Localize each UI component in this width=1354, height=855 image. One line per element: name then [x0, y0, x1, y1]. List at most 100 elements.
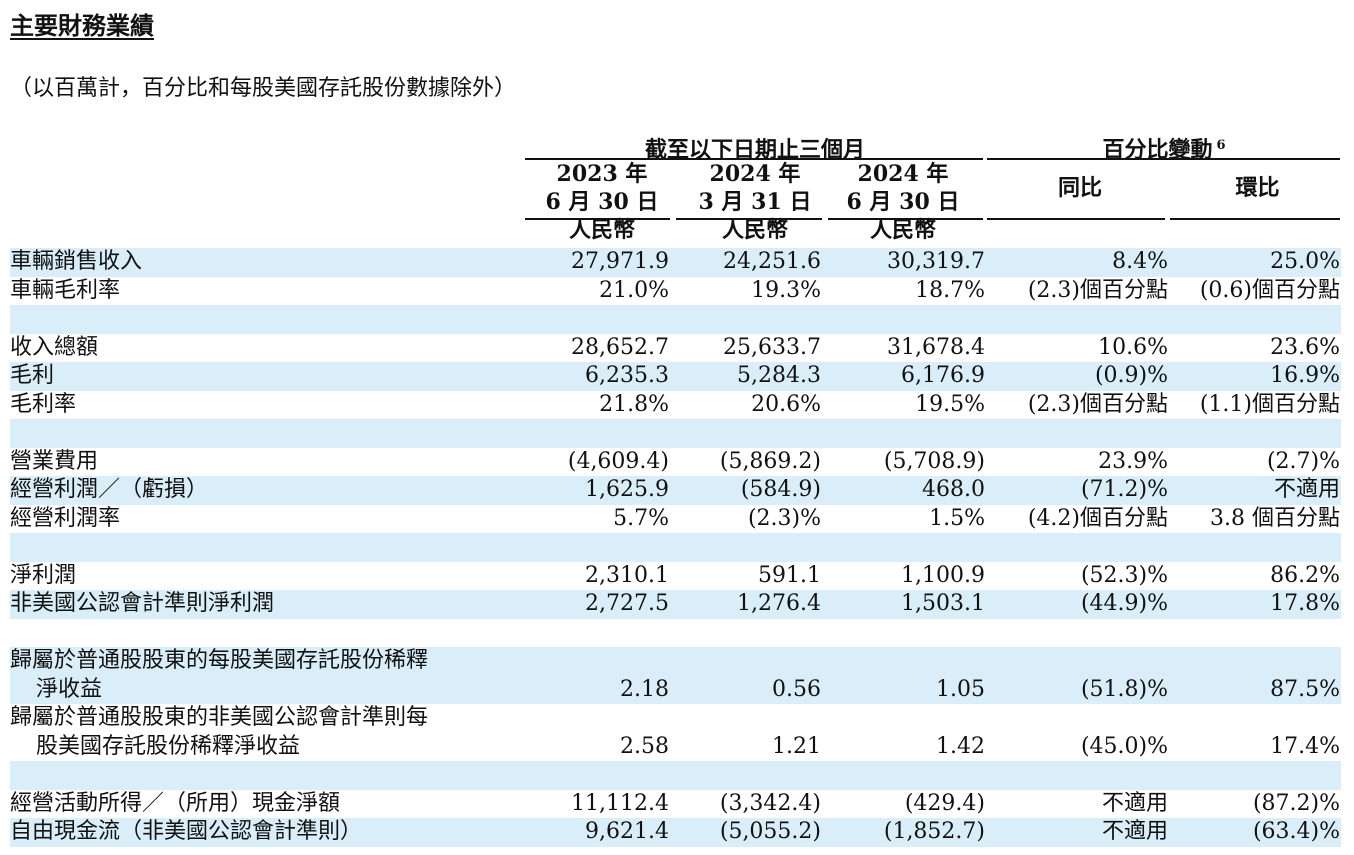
column-header-year: 2023 年 — [556, 161, 648, 187]
cell-value: (5,055.2) — [719, 819, 821, 844]
cell-value: (44.9)% — [1080, 591, 1168, 616]
cell-value: 31,678.4 — [887, 334, 985, 360]
cell-value: 17.8% — [1270, 591, 1340, 616]
cell-value: 8.4% — [1112, 249, 1168, 274]
cell-value: 18.7% — [915, 277, 985, 303]
cell-value: (87.2)% — [1252, 790, 1340, 816]
table-row: 經營利潤／（虧損） 1,625.9 (584.9) 468.0 (71.2)% … — [10, 476, 1341, 505]
cell-value: (63.4)% — [1252, 819, 1340, 844]
table-row: 自由現金流（非美國公認會計準則） 9,621.4 (5,055.2) (1,85… — [10, 818, 1341, 847]
column-rule — [525, 218, 670, 220]
column-header-2024-q2: 2024 年 6 月 30 日 人民幣 — [828, 160, 978, 244]
table-row: 淨利潤 2,310.1 591.1 1,100.9 (52.3)% 86.2% — [10, 562, 1341, 591]
row-label: 歸屬於普通股股東的每股美國存託股份稀釋 淨收益 — [10, 647, 428, 704]
cell-value: (2.3)個百分點 — [1027, 277, 1168, 303]
cell-value: (71.2)% — [1080, 477, 1168, 502]
cell-value: 28,652.7 — [571, 334, 669, 360]
cell-value: 20.6% — [751, 391, 821, 417]
row-label: 自由現金流（非美國公認會計準則） — [10, 819, 363, 844]
column-header-2024-q1: 2024 年 3 月 31 日 人民幣 — [680, 160, 830, 244]
row-label: 經營活動所得／（所用）現金淨額 — [10, 790, 341, 816]
cell-value: 1.05 — [936, 676, 985, 702]
cell-value: 1,503.1 — [901, 591, 985, 616]
column-rule — [676, 218, 822, 220]
table-row: 收入總額 28,652.7 25,633.7 31,678.4 10.6% 23… — [10, 334, 1341, 363]
cell-value: 5.7% — [613, 505, 669, 531]
column-rule — [828, 218, 983, 220]
cell-value: (51.8)% — [1080, 676, 1168, 702]
cell-value: (52.3)% — [1080, 562, 1168, 588]
cell-value: 1.42 — [936, 733, 985, 759]
cell-value: 1,625.9 — [585, 477, 669, 502]
cell-value: 不適用 — [1273, 477, 1340, 502]
column-rule — [1170, 218, 1340, 220]
cell-value: (1,852.7) — [883, 819, 985, 844]
table-row: 非美國公認會計準則淨利潤 2,727.5 1,276.4 1,503.1 (44… — [10, 590, 1341, 619]
table-row: 車輛毛利率 21.0% 19.3% 18.7% (2.3)個百分點 (0.6)個… — [10, 277, 1341, 306]
cell-value: (3,342.4) — [719, 790, 821, 816]
table-row-spacer — [10, 619, 1341, 648]
cell-value: (2.3)% — [747, 505, 821, 531]
group-header-period-rule — [525, 158, 983, 160]
column-header-date: 3 月 31 日 — [698, 189, 812, 215]
cell-value: 87.5% — [1270, 676, 1340, 702]
cell-value: 30,319.7 — [887, 249, 985, 274]
cell-value: 25.0% — [1270, 249, 1340, 274]
cell-value: 24,251.6 — [723, 249, 821, 274]
cell-value: 1,100.9 — [901, 562, 985, 588]
row-label: 非美國公認會計準則淨利潤 — [10, 591, 275, 616]
table-row-spacer — [10, 305, 1341, 334]
column-header-date: 6 月 30 日 — [545, 189, 659, 215]
cell-value: (584.9) — [740, 477, 821, 502]
table-row: 歸屬於普通股股東的每股美國存託股份稀釋 淨收益 2.18 0.56 1.05 (… — [10, 647, 1341, 704]
table-row: 歸屬於普通股股東的非美國公認會計準則每 股美國存託股份稀釋淨收益 2.58 1.… — [10, 704, 1341, 761]
table-row: 經營利潤率 5.7% (2.3)% 1.5% (4.2)個百分點 3.8 個百分… — [10, 505, 1341, 534]
row-label: 收入總額 — [10, 334, 99, 360]
cell-value: 468.0 — [922, 477, 985, 502]
footnote-marker: 6 — [1216, 137, 1226, 153]
cell-value: 19.5% — [915, 391, 985, 417]
cell-value: 10.6% — [1098, 334, 1168, 360]
cell-value: 16.9% — [1270, 363, 1340, 388]
cell-value: 2,310.1 — [585, 562, 669, 588]
cell-value: (0.9)% — [1094, 363, 1168, 388]
cell-value: 86.2% — [1270, 562, 1340, 588]
row-label: 經營利潤／（虧損） — [10, 477, 209, 502]
table-row: 營業費用 (4,609.4) (5,869.2) (5,708.9) 23.9%… — [10, 448, 1341, 477]
financial-table: 車輛銷售收入 27,971.9 24,251.6 30,319.7 8.4% 2… — [10, 248, 1341, 847]
row-label: 淨利潤 — [10, 562, 77, 588]
cell-value: 1,276.4 — [737, 591, 821, 616]
cell-value: 不適用 — [1101, 790, 1168, 816]
cell-value: (5,708.9) — [883, 448, 985, 474]
column-header-currency: 人民幣 — [869, 217, 936, 243]
cell-value: (5,869.2) — [719, 448, 821, 474]
cell-value: (429.4) — [904, 790, 985, 816]
table-row-spacer — [10, 761, 1341, 790]
cell-value: 19.3% — [751, 277, 821, 303]
cell-value: 6,176.9 — [901, 363, 985, 388]
column-header-date: 6 月 30 日 — [846, 189, 960, 215]
cell-value: (2.3)個百分點 — [1027, 391, 1168, 417]
group-header-change-rule — [987, 158, 1340, 160]
column-header-year: 2024 年 — [857, 161, 949, 187]
cell-value: (1.1)個百分點 — [1199, 391, 1340, 417]
page-title: 主要財務業績 — [10, 11, 154, 40]
row-label-line1: 歸屬於普通股股東的每股美國存託股份稀釋 — [10, 648, 429, 673]
cell-value: 9,621.4 — [585, 819, 669, 844]
page-subtitle: （以百萬計，百分比和每股美國存託股份數據除外） — [10, 76, 517, 101]
cell-value: 不適用 — [1101, 819, 1168, 844]
table-row: 車輛銷售收入 27,971.9 24,251.6 30,319.7 8.4% 2… — [10, 248, 1341, 277]
cell-value: 25,633.7 — [723, 334, 821, 360]
row-label: 毛利 — [10, 363, 55, 388]
cell-value: (4,609.4) — [567, 448, 669, 474]
cell-value: 21.0% — [599, 277, 669, 303]
cell-value: 2.58 — [620, 733, 669, 759]
column-header-currency: 人民幣 — [568, 217, 635, 243]
row-label: 車輛銷售收入 — [10, 249, 143, 274]
cell-value: 17.4% — [1270, 733, 1340, 759]
row-label-line2: 股美國存託股份稀釋淨收益 — [36, 733, 301, 759]
row-label: 營業費用 — [10, 448, 99, 474]
column-rule — [987, 218, 1165, 220]
cell-value: 23.9% — [1098, 448, 1168, 474]
cell-value: (0.6)個百分點 — [1199, 277, 1340, 303]
